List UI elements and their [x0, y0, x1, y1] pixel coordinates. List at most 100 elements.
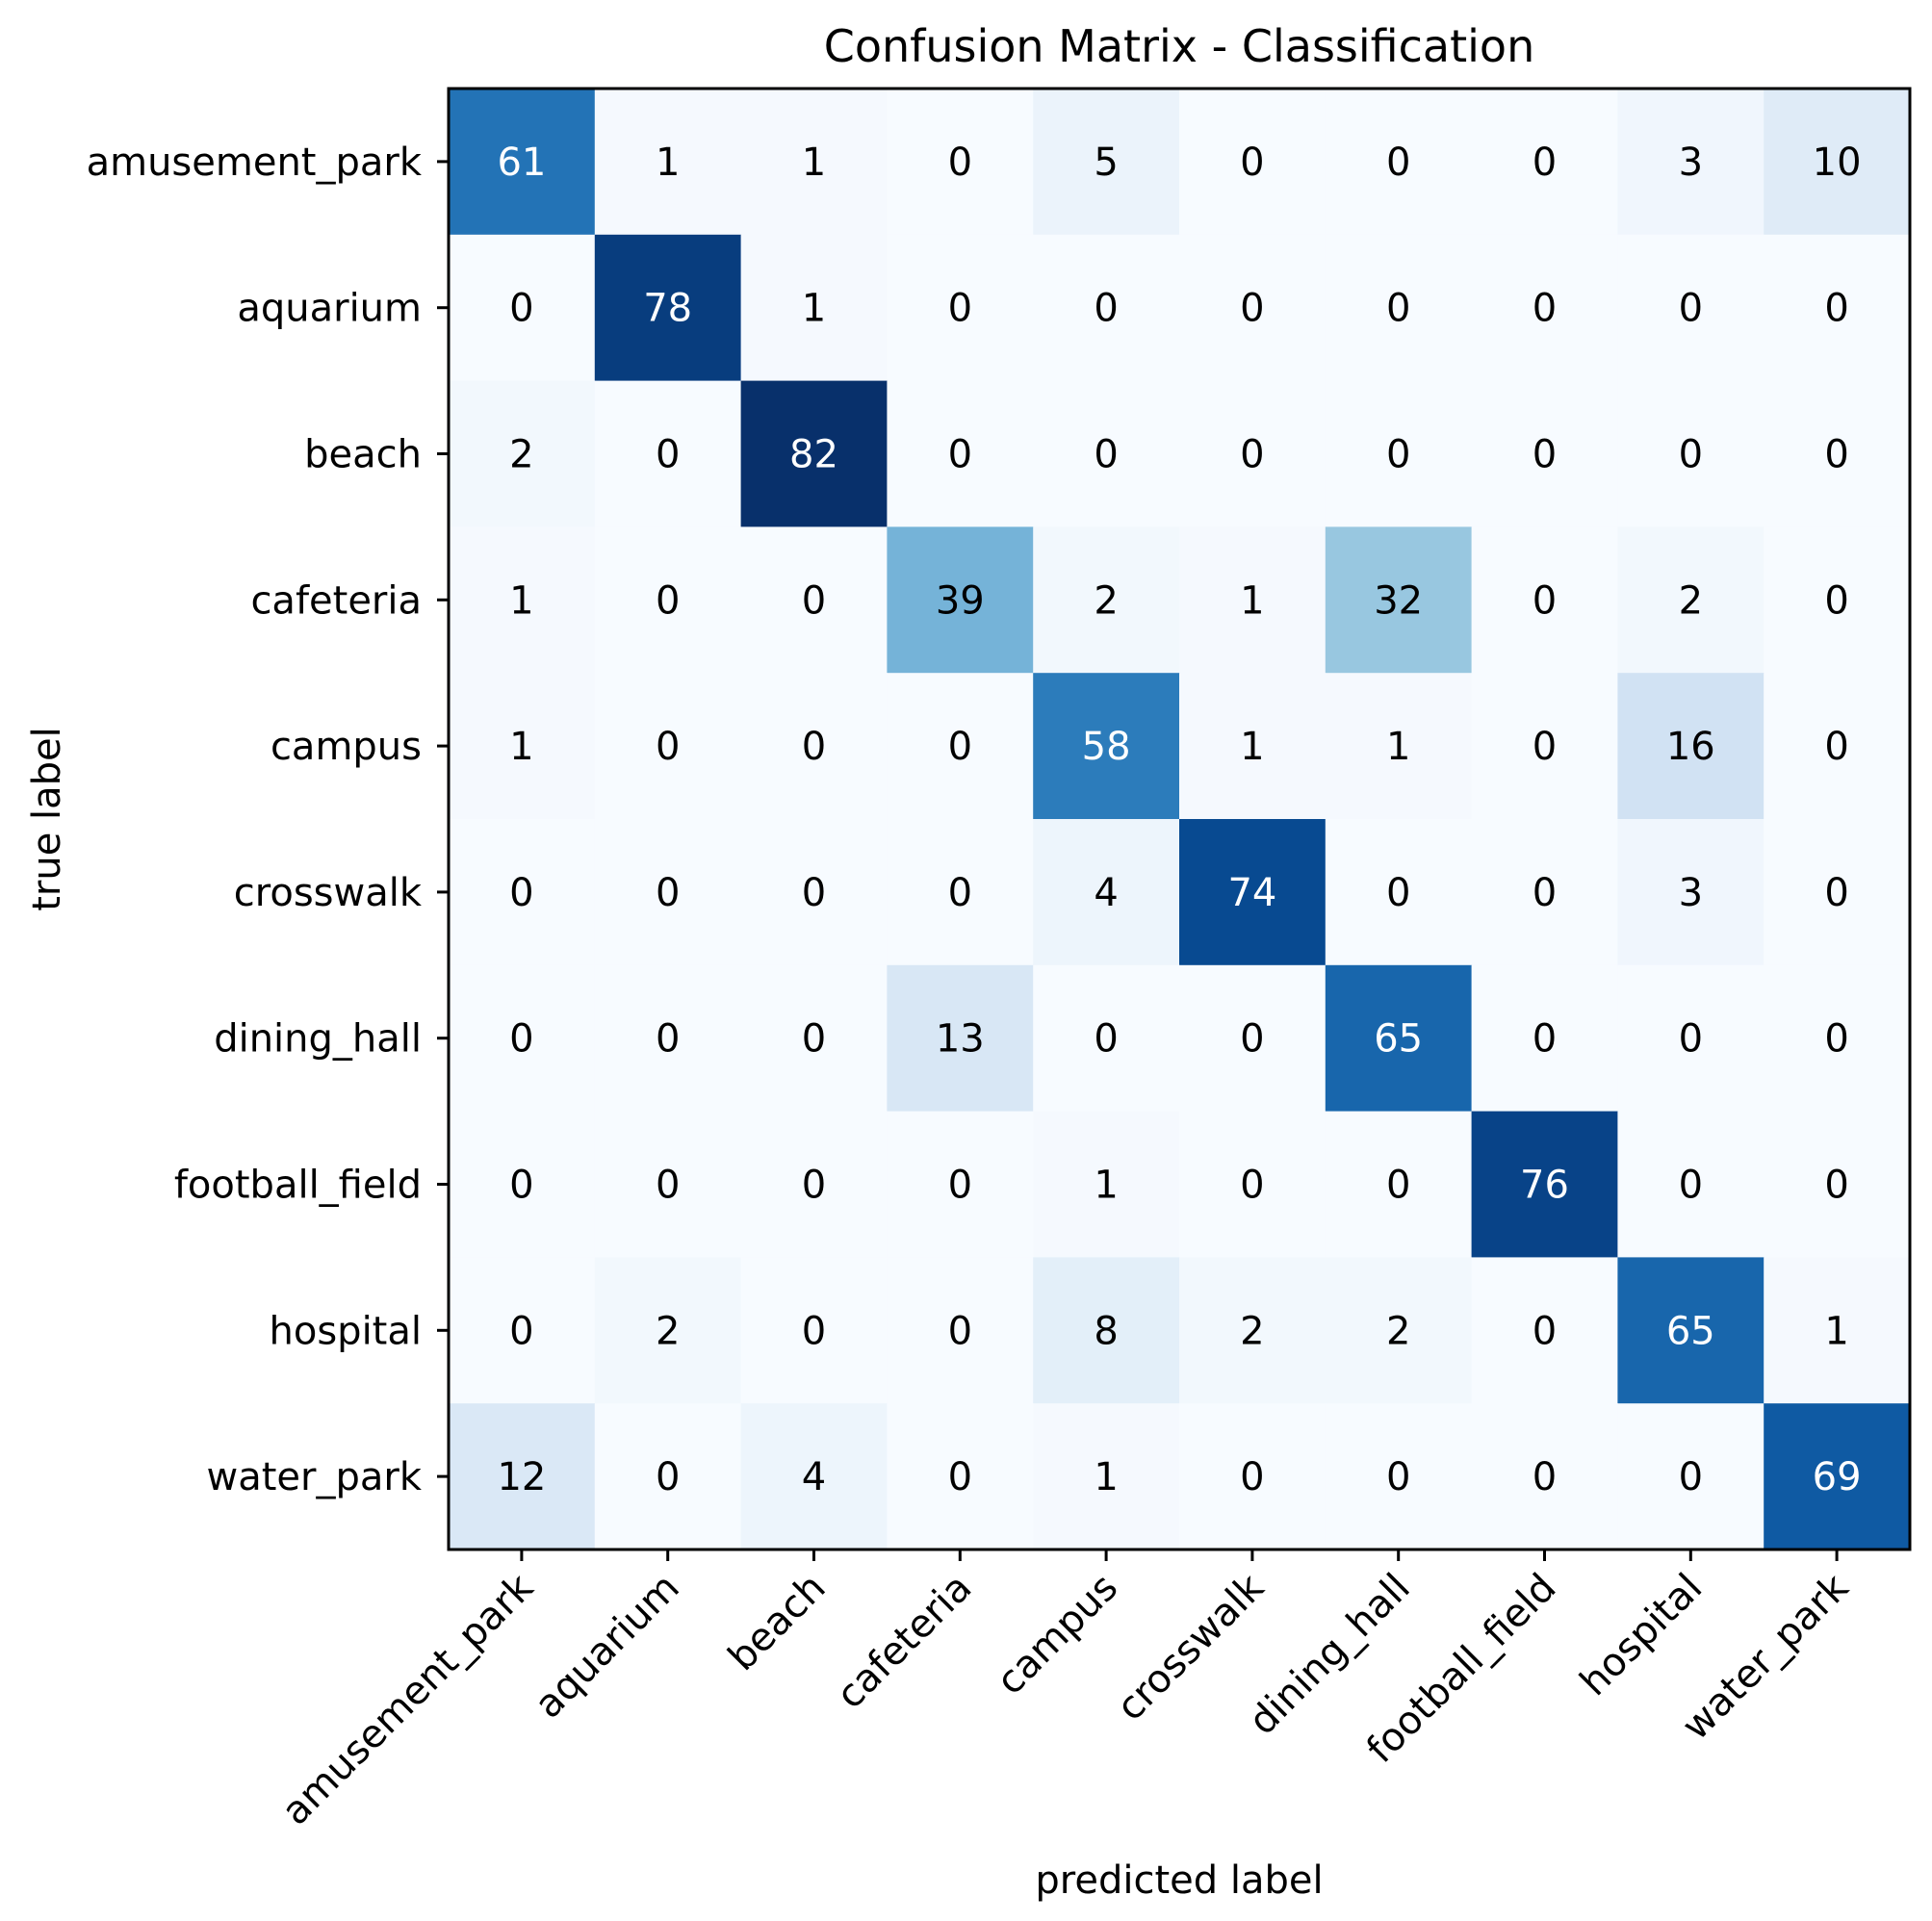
heatmap-cell — [594, 1403, 742, 1550]
cell-value-label: 0 — [802, 871, 826, 915]
cell-value-label: 0 — [1094, 1017, 1118, 1062]
heatmap-cell — [740, 964, 888, 1113]
heatmap-cell — [1179, 1403, 1327, 1550]
heatmap-cell — [1764, 819, 1911, 966]
cell-value-label: 0 — [1533, 578, 1557, 623]
cell-value-label: 0 — [948, 1455, 972, 1499]
heatmap-cell — [449, 526, 596, 674]
heatmap-cell — [740, 673, 888, 820]
heatmap-cell — [594, 89, 742, 236]
heatmap-cell — [887, 526, 1034, 674]
cell-value-label: 0 — [1533, 141, 1557, 185]
cell-value-label: 0 — [1679, 287, 1703, 331]
cell-value-label: 2 — [1094, 578, 1118, 623]
cell-value-label: 4 — [802, 1455, 826, 1499]
y-tick-label: campus — [270, 725, 422, 769]
cell-value-label: 0 — [1824, 433, 1848, 477]
cell-value-label: 4 — [1094, 871, 1118, 915]
heatmap-cell — [1471, 526, 1618, 674]
heatmap-cell — [1617, 964, 1765, 1113]
heatmap-cell — [594, 1257, 742, 1404]
cell-value-label: 0 — [802, 578, 826, 623]
cell-value-label: 0 — [1386, 433, 1410, 477]
heatmap-cell — [449, 1257, 596, 1404]
cell-value-label: 0 — [1240, 433, 1264, 477]
heatmap-cell — [887, 1257, 1034, 1404]
heatmap-cell — [1764, 673, 1911, 820]
cell-value-label: 0 — [656, 1017, 680, 1062]
cell-value-label: 0 — [1824, 1164, 1848, 1208]
cell-value-label: 3 — [1679, 871, 1703, 915]
cell-value-label: 3 — [1679, 141, 1703, 185]
y-axis-ticks: amusement_park aquarium beach cafeteria camp… — [87, 141, 449, 1499]
heatmap-cell — [1617, 1257, 1765, 1404]
cell-value-label: 1 — [509, 578, 533, 623]
heatmap-cell — [1471, 673, 1618, 820]
y-tick-label: amusement_park — [87, 141, 423, 185]
cell-value-label: 0 — [802, 725, 826, 769]
cell-value-label: 2 — [509, 433, 533, 477]
x-axis-label: predicted label — [1035, 1858, 1323, 1903]
heatmap-cell — [1471, 380, 1618, 527]
heatmap-cell — [1325, 526, 1473, 674]
cell-value-label: 0 — [509, 287, 533, 331]
heatmap-cell — [1179, 819, 1327, 966]
chart-title: Confusion Matrix - Classification — [824, 20, 1534, 72]
heatmap-cell — [1471, 964, 1618, 1113]
cell-value-label: 0 — [1824, 287, 1848, 331]
cell-value-label: 12 — [497, 1455, 546, 1499]
cell-value-label: 0 — [1386, 1164, 1410, 1208]
cell-value-label: 1 — [1094, 1164, 1118, 1208]
cell-value-label: 0 — [1824, 578, 1848, 623]
y-tick-label: hospital — [270, 1309, 422, 1353]
y-tick-label: crosswalk — [234, 871, 423, 915]
cell-value-label: 0 — [509, 1017, 533, 1062]
heatmap-cell — [740, 526, 888, 674]
cell-value-label: 0 — [802, 1309, 826, 1353]
cell-value-label: 0 — [1386, 287, 1410, 331]
cell-value-label: 8 — [1094, 1309, 1118, 1353]
cell-value-label: 0 — [509, 1164, 533, 1208]
cell-value-label: 0 — [1240, 1017, 1264, 1062]
y-tick-label: aquarium — [237, 287, 422, 331]
cell-value-label: 0 — [656, 433, 680, 477]
cell-value-label: 0 — [1533, 433, 1557, 477]
heatmap-cell — [1179, 380, 1327, 527]
cell-value-label: 0 — [509, 871, 533, 915]
cell-value-label: 0 — [948, 1164, 972, 1208]
cell-value-label: 0 — [948, 433, 972, 477]
cell-value-label: 0 — [1386, 141, 1410, 185]
heatmap-cell — [1764, 526, 1911, 674]
cell-value-label: 0 — [948, 871, 972, 915]
y-axis-label: true label — [25, 727, 69, 911]
cell-value-label: 0 — [1240, 141, 1264, 185]
heatmap-cell — [1325, 1111, 1473, 1258]
y-tick-label: football_field — [174, 1164, 422, 1208]
cell-value-label: 2 — [1386, 1309, 1410, 1353]
heatmap-cell — [1325, 1403, 1473, 1550]
plot-frame — [447, 87, 1912, 1551]
cell-value-label: 2 — [656, 1309, 680, 1353]
heatmap-cell — [887, 1403, 1034, 1550]
heatmap-cell — [1033, 89, 1180, 236]
heatmap-cell — [1325, 964, 1473, 1113]
cell-value-label: 0 — [1386, 1455, 1410, 1499]
heatmap-cell — [449, 819, 596, 966]
heatmap-cell — [1471, 1403, 1618, 1550]
heatmap-cell — [1617, 819, 1765, 966]
heatmap-cell — [887, 380, 1034, 527]
heatmap-cell — [1325, 234, 1473, 382]
cell-value-label: 32 — [1374, 578, 1423, 623]
x-tick-label: cafeteria — [828, 1566, 980, 1718]
heatmap-cell — [449, 964, 596, 1113]
heatmap-cell — [1033, 673, 1180, 820]
cell-value-label: 74 — [1227, 871, 1276, 915]
heatmap-cell — [740, 1403, 888, 1550]
cell-value-label: 10 — [1813, 141, 1862, 185]
heatmap-cell — [594, 526, 742, 674]
cell-value-label: 0 — [948, 1309, 972, 1353]
cell-value-label: 58 — [1082, 725, 1131, 769]
cell-value-label: 0 — [1679, 1455, 1703, 1499]
